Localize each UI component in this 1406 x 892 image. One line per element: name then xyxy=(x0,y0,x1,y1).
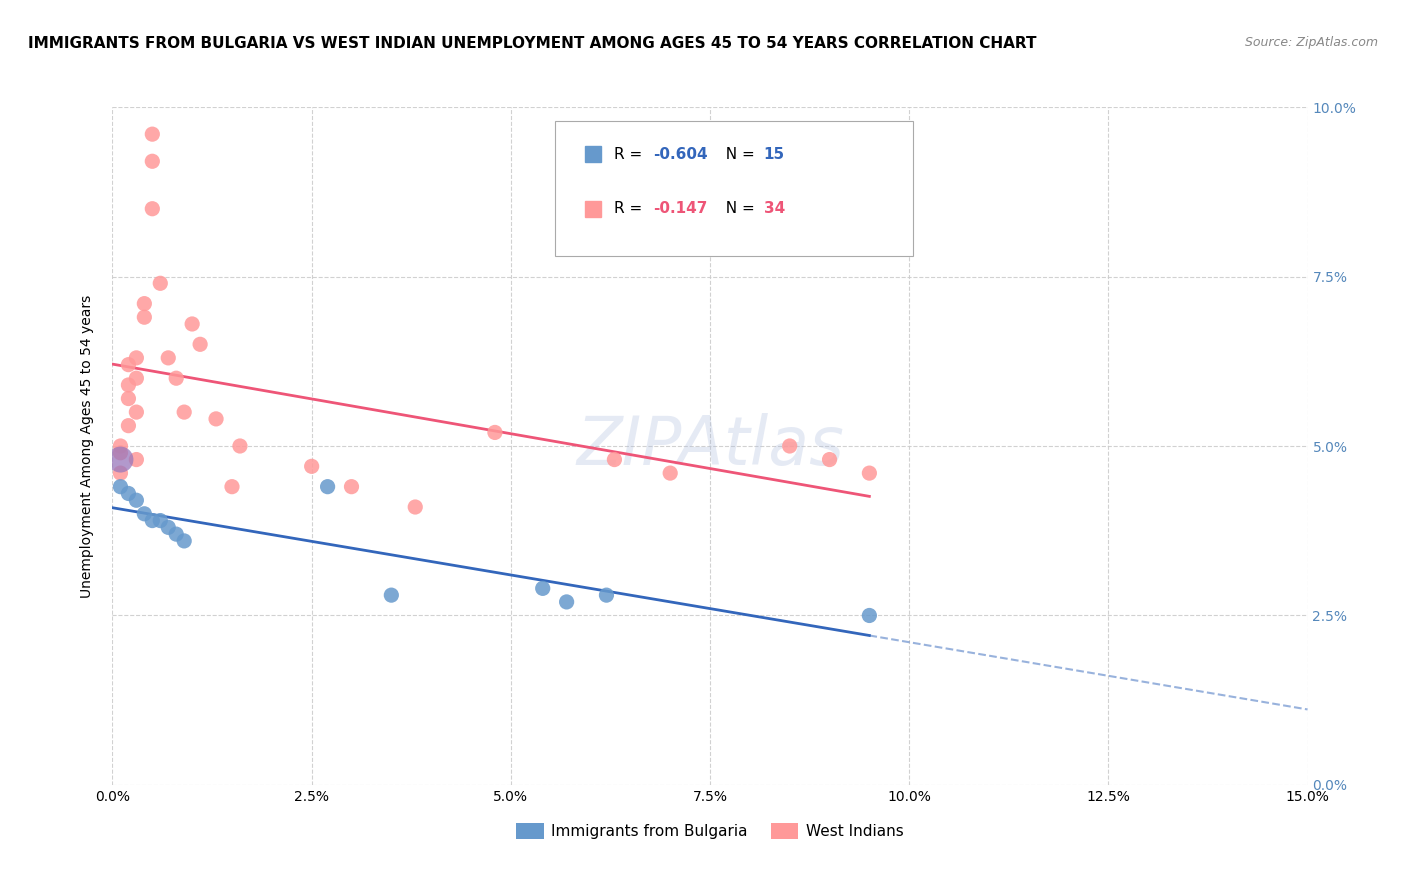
Point xyxy=(779,439,801,453)
Point xyxy=(125,452,148,467)
Point xyxy=(125,493,148,508)
Point xyxy=(659,466,682,480)
Point xyxy=(110,446,132,460)
Point xyxy=(181,317,204,331)
Point xyxy=(134,310,156,325)
Point xyxy=(229,439,252,453)
Point xyxy=(858,608,880,623)
Point xyxy=(141,514,163,528)
Point xyxy=(555,595,578,609)
Legend: Immigrants from Bulgaria, West Indians: Immigrants from Bulgaria, West Indians xyxy=(510,817,910,845)
Point xyxy=(165,527,187,541)
Text: R =: R = xyxy=(614,147,648,162)
Point xyxy=(165,371,187,385)
Point xyxy=(134,507,156,521)
Point xyxy=(117,358,139,372)
Point xyxy=(818,452,841,467)
Point xyxy=(141,127,163,141)
Point xyxy=(340,480,363,494)
Text: ZIPAtlas: ZIPAtlas xyxy=(576,413,844,479)
FancyBboxPatch shape xyxy=(554,120,914,256)
Y-axis label: Unemployment Among Ages 45 to 54 years: Unemployment Among Ages 45 to 54 years xyxy=(80,294,94,598)
Point xyxy=(221,480,243,494)
Text: IMMIGRANTS FROM BULGARIA VS WEST INDIAN UNEMPLOYMENT AMONG AGES 45 TO 54 YEARS C: IMMIGRANTS FROM BULGARIA VS WEST INDIAN … xyxy=(28,36,1036,51)
Point xyxy=(173,405,195,419)
Text: 34: 34 xyxy=(763,202,785,216)
Point xyxy=(110,439,132,453)
Point xyxy=(595,588,617,602)
Point xyxy=(134,296,156,310)
Text: -0.147: -0.147 xyxy=(652,202,707,216)
Point xyxy=(117,392,139,406)
Point xyxy=(484,425,506,440)
Point xyxy=(404,500,426,514)
Point xyxy=(141,202,163,216)
Point xyxy=(141,154,163,169)
Point xyxy=(125,371,148,385)
Text: -0.604: -0.604 xyxy=(652,147,707,162)
Point xyxy=(125,351,148,365)
Text: N =: N = xyxy=(716,202,759,216)
Text: 15: 15 xyxy=(763,147,785,162)
Point xyxy=(301,459,323,474)
Point xyxy=(157,520,180,534)
Point xyxy=(173,533,195,548)
Point xyxy=(110,452,132,467)
Text: N =: N = xyxy=(716,147,759,162)
Point xyxy=(316,480,339,494)
Text: Source: ZipAtlas.com: Source: ZipAtlas.com xyxy=(1244,36,1378,49)
Point xyxy=(205,412,228,426)
Point xyxy=(117,418,139,433)
Point xyxy=(157,351,180,365)
Point xyxy=(110,466,132,480)
Point xyxy=(858,466,880,480)
Point xyxy=(188,337,211,351)
Text: R =: R = xyxy=(614,202,652,216)
Point xyxy=(117,378,139,392)
Point xyxy=(110,480,132,494)
Point xyxy=(125,405,148,419)
Point xyxy=(117,486,139,500)
Point xyxy=(531,582,554,596)
Point xyxy=(380,588,402,602)
Point xyxy=(603,452,626,467)
Point xyxy=(149,277,172,291)
Point xyxy=(149,514,172,528)
